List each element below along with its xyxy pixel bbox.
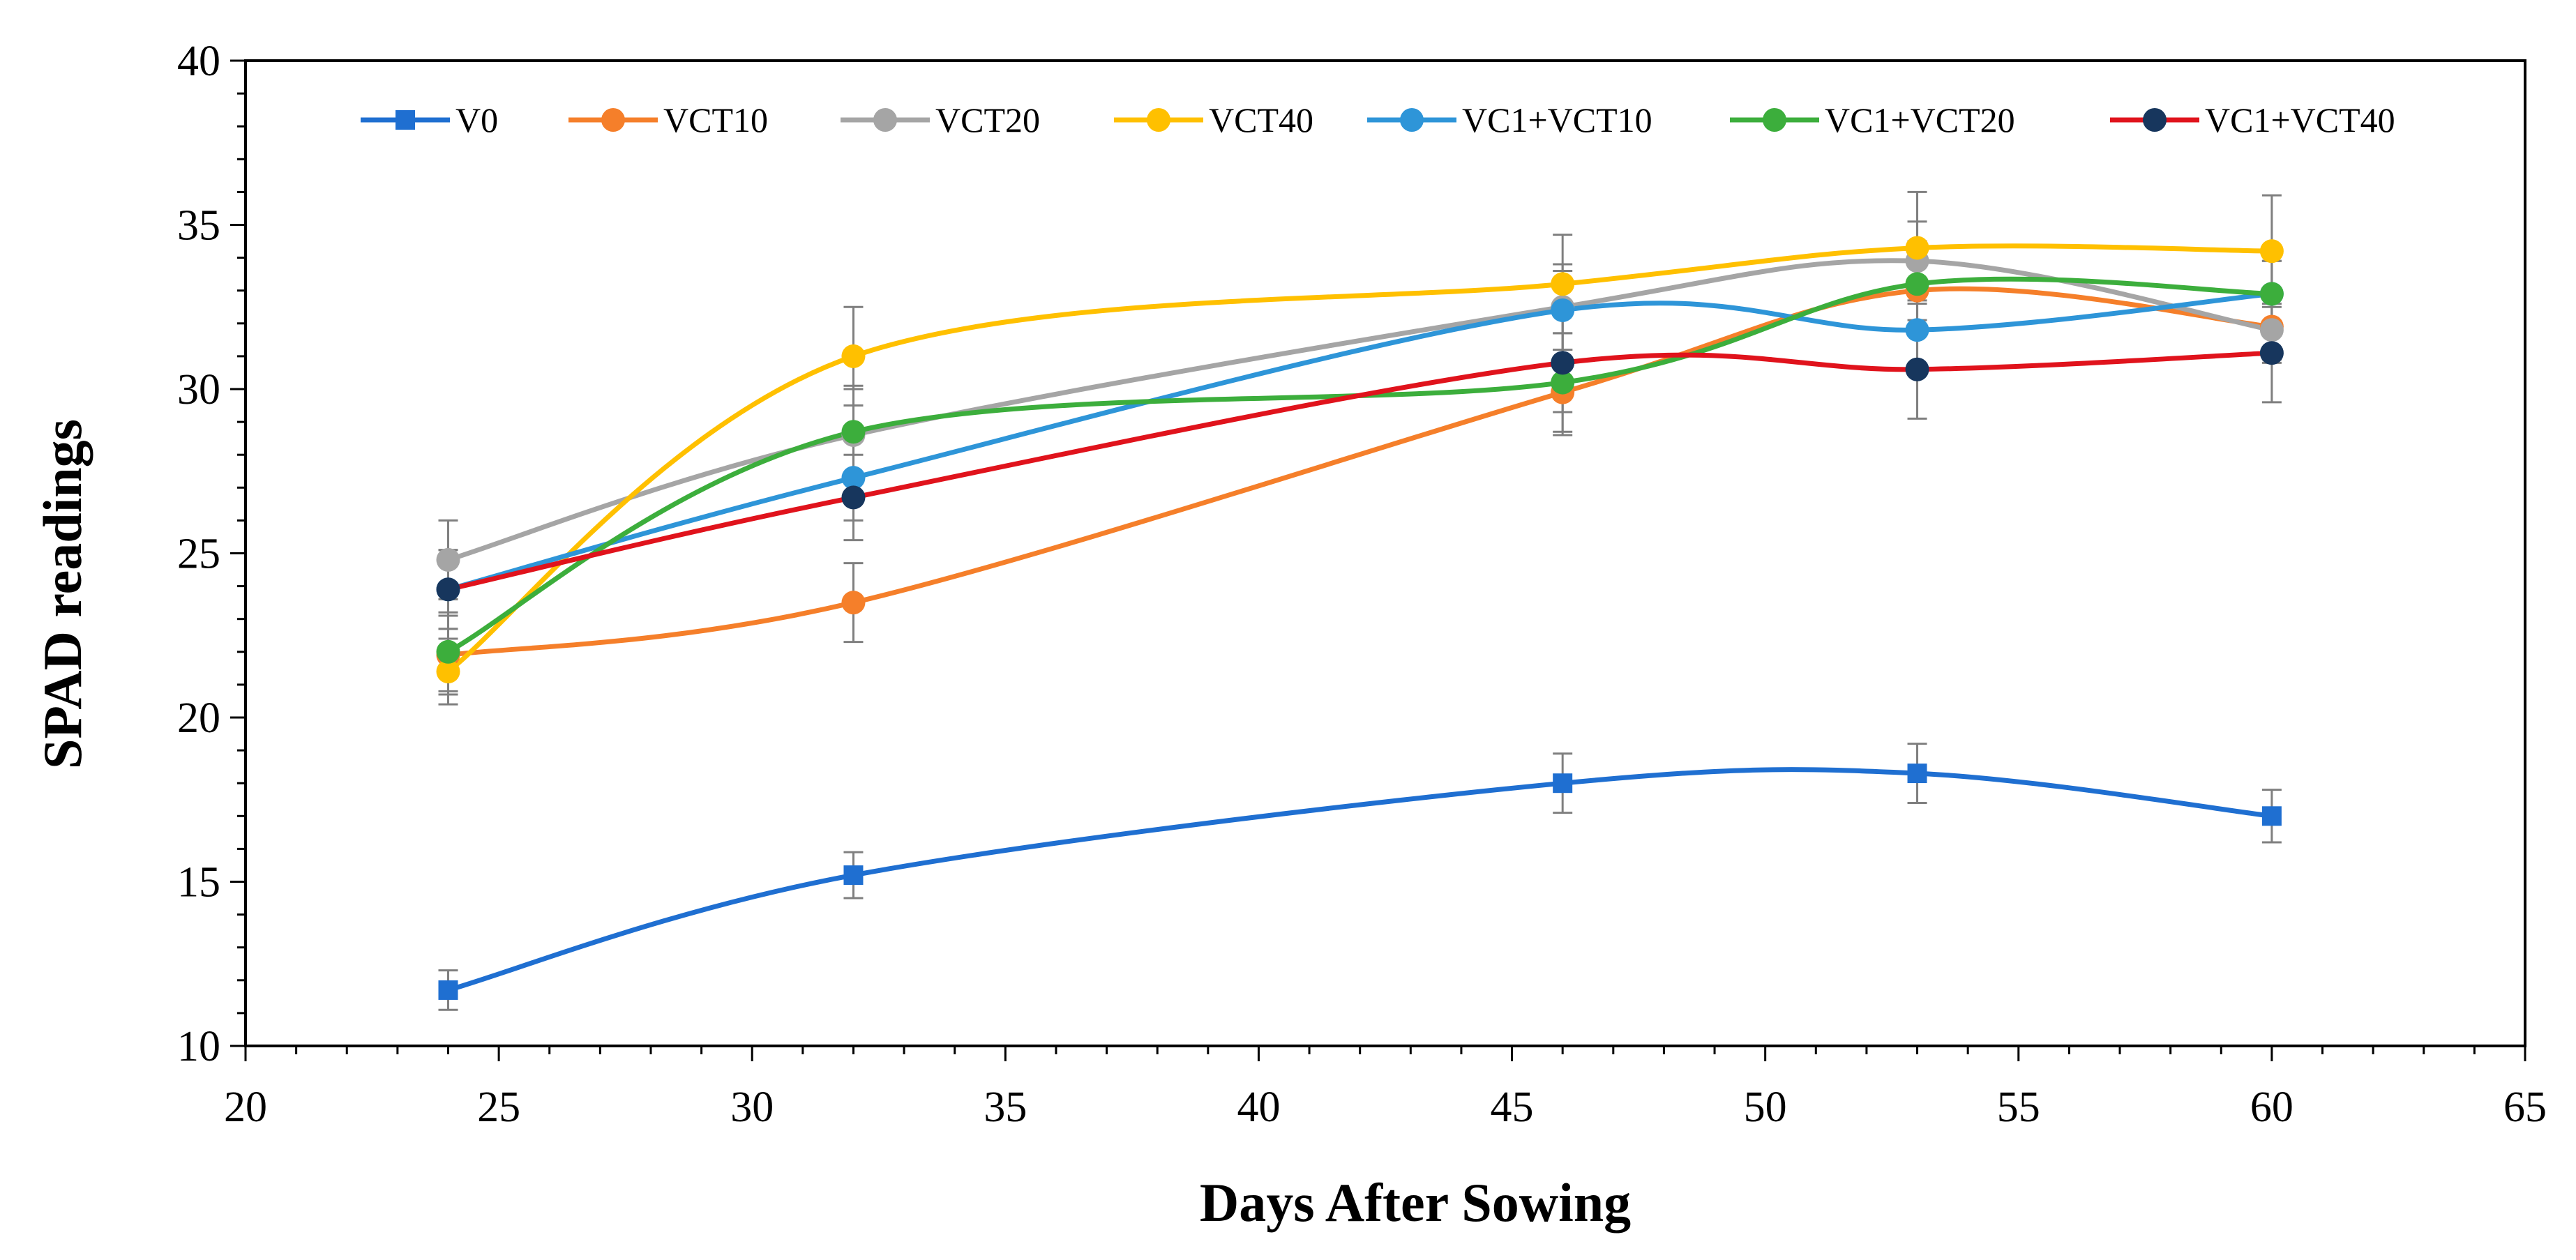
legend-marker-vc1-vct10 <box>1400 108 1424 132</box>
y-tick-label: 25 <box>177 531 220 578</box>
data-point-vc1-vct20 <box>436 639 460 664</box>
legend-label-vct10: VCT10 <box>663 100 768 139</box>
x-tick-label: 30 <box>730 1084 774 1131</box>
data-point-vct20 <box>436 547 460 572</box>
legend-marker-vc1-vct20 <box>1763 108 1786 132</box>
series-line-vct10 <box>445 286 2275 658</box>
data-point-vct10 <box>841 591 866 615</box>
x-tick-label: 25 <box>477 1084 520 1131</box>
legend-marker-vct10 <box>601 108 625 132</box>
data-point-v0 <box>1553 773 1573 794</box>
y-tick-label: 10 <box>177 1023 220 1070</box>
series-line-vc1-vct20 <box>445 276 2275 655</box>
series-line-vct40 <box>445 243 2275 674</box>
data-point-vc1-vct40 <box>841 485 866 510</box>
data-point-vc1-vct20 <box>1551 370 1575 395</box>
x-tick-label: 45 <box>1491 1084 1534 1131</box>
data-point-vc1-vct40 <box>1551 351 1575 375</box>
data-point-vct20 <box>2259 318 2284 342</box>
data-point-vc1-vct40 <box>2259 341 2284 365</box>
legend-marker-vct40 <box>1147 108 1170 132</box>
data-point-vct40 <box>1551 272 1575 296</box>
x-tick-label: 20 <box>224 1084 267 1131</box>
y-tick-label: 30 <box>177 366 220 413</box>
data-point-v0 <box>843 865 864 886</box>
x-tick-label: 35 <box>984 1084 1027 1131</box>
data-point-vc1-vct40 <box>436 577 460 602</box>
data-point-vc1-vct20 <box>1905 272 1929 296</box>
data-point-vc1-vct20 <box>2259 282 2284 306</box>
legend-label-vc1-vct20: VC1+VCT20 <box>1825 100 2015 139</box>
data-point-vc1-vct40 <box>1905 357 1929 381</box>
legend-marker-v0 <box>396 110 415 130</box>
legend-marker-vc1-vct40 <box>2143 108 2167 132</box>
data-point-vc1-vct10 <box>1551 298 1575 322</box>
data-point-vc1-vct20 <box>841 420 866 444</box>
data-point-v0 <box>438 980 458 1000</box>
x-tick-label: 50 <box>1744 1084 1787 1131</box>
y-tick-label: 20 <box>177 694 220 742</box>
data-point-vct40 <box>841 344 866 368</box>
y-tick-label: 35 <box>177 202 220 250</box>
data-point-v0 <box>2261 806 2282 826</box>
x-tick-label: 60 <box>2250 1084 2293 1131</box>
data-point-vc1-vct10 <box>1905 318 1929 342</box>
data-point-vc1-vct10 <box>841 466 866 490</box>
legend-label-vc1-vct40: VC1+VCT40 <box>2205 100 2395 139</box>
series-line-vc1-vct40 <box>445 350 2275 592</box>
legend-marker-vct20 <box>873 108 897 132</box>
x-tick-label: 40 <box>1237 1084 1280 1131</box>
y-tick-label: 40 <box>177 38 220 85</box>
y-tick-label: 15 <box>177 859 220 906</box>
series-line-vc1-vct10 <box>445 291 2275 592</box>
data-point-v0 <box>1907 764 1927 784</box>
x-axis-title: Days After Sowing <box>1200 1172 1631 1233</box>
legend-label-v0: V0 <box>455 100 498 139</box>
y-axis-title: SPAD readings <box>32 419 93 769</box>
data-point-vct40 <box>2259 239 2284 264</box>
series-line-v0 <box>445 767 2275 993</box>
series-line-vct20 <box>445 258 2275 563</box>
data-point-vct40 <box>1905 236 1929 260</box>
data-point-vct40 <box>436 660 460 684</box>
x-tick-label: 55 <box>1997 1084 2040 1131</box>
legend-label-vct40: VCT40 <box>1209 100 1313 139</box>
legend-label-vct20: VCT20 <box>935 100 1040 139</box>
legend-label-vc1-vct10: VC1+VCT10 <box>1462 100 1652 139</box>
x-tick-label: 65 <box>2503 1084 2547 1131</box>
